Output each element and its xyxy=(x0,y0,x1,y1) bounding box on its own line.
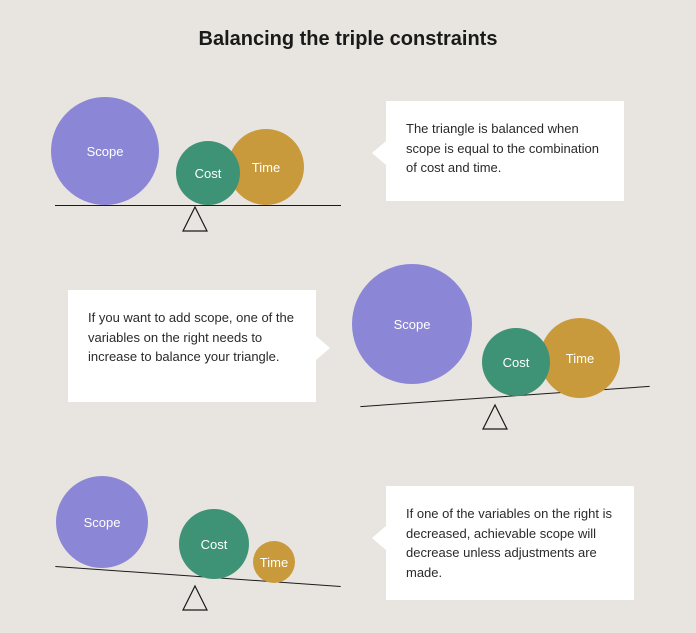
cost-label: Cost xyxy=(201,537,228,552)
cost-label: Cost xyxy=(195,166,222,181)
page-title: Balancing the triple constraints xyxy=(0,0,696,51)
scope-circle: Scope xyxy=(51,97,159,205)
time-label: Time xyxy=(566,351,594,366)
cost-circle: Cost xyxy=(482,328,550,396)
scope-label: Scope xyxy=(394,317,431,332)
time-circle: Time xyxy=(540,318,620,398)
time-label: Time xyxy=(260,555,288,570)
card-text: The triangle is balanced when scope is e… xyxy=(406,119,604,178)
time-circle: Time xyxy=(253,541,295,583)
scope-label: Scope xyxy=(84,515,121,530)
scope-circle: Scope xyxy=(56,476,148,568)
explanation-card: If you want to add scope, one of the var… xyxy=(68,290,316,402)
card-text: If you want to add scope, one of the var… xyxy=(88,308,296,367)
card-text: If one of the variables on the right is … xyxy=(406,504,614,582)
scope-label: Scope xyxy=(87,144,124,159)
cost-label: Cost xyxy=(503,355,530,370)
explanation-card: The triangle is balanced when scope is e… xyxy=(386,101,624,201)
speech-tip-icon xyxy=(372,526,386,550)
scope-circle: Scope xyxy=(352,264,472,384)
cost-circle: Cost xyxy=(179,509,249,579)
cost-circle: Cost xyxy=(176,141,240,205)
explanation-card: If one of the variables on the right is … xyxy=(386,486,634,600)
speech-tip-icon xyxy=(316,336,330,360)
speech-tip-icon xyxy=(372,141,386,165)
time-label: Time xyxy=(252,160,280,175)
